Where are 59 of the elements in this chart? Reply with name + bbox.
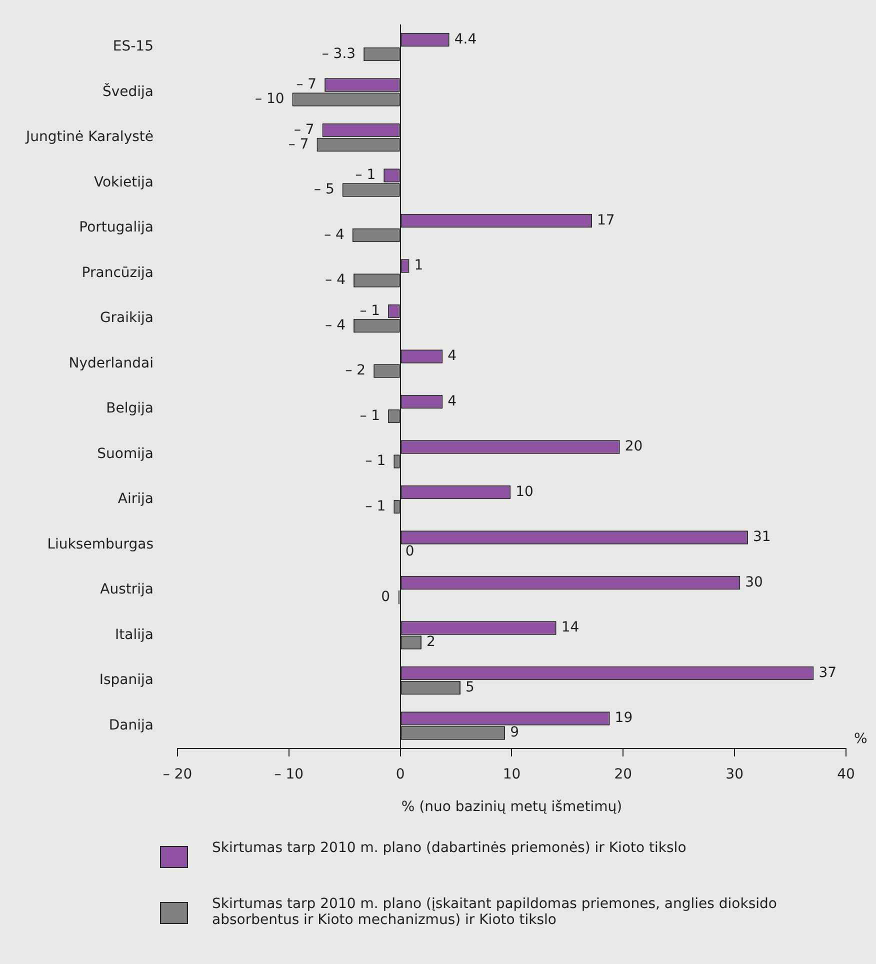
x-tick-label: 10 <box>502 766 521 782</box>
y-tick-label: Prancūzija <box>82 264 154 281</box>
data-label: 31 <box>752 529 771 546</box>
y-tick-label: Jungtinė Karalystė <box>24 129 154 146</box>
data-label: – 4 <box>325 317 346 334</box>
x-tick-label: 0 <box>396 766 405 782</box>
y-tick-label: Graikija <box>100 310 154 326</box>
data-label: 37 <box>818 664 837 681</box>
data-label: – 1 <box>360 302 380 319</box>
legend-label: Skirtumas tarp 2010 m. plano (įskaitant papildomas priemones, anglies dioksido absorbentus ir Kioto mechanizmus) ir Kioto tikslo <box>212 896 778 928</box>
data-label: 4.4 <box>454 31 477 48</box>
data-label: – 1 <box>355 167 376 184</box>
y-tick-label: Airija <box>118 491 154 508</box>
data-label: 1 <box>414 258 424 274</box>
data-label: – 1 <box>365 498 386 514</box>
data-label: – 5 <box>314 182 334 198</box>
x-tick-label: 40 <box>837 766 855 782</box>
data-label: 20 <box>624 438 643 455</box>
data-label: – 4 <box>325 272 346 288</box>
x-tick-label: – 10 <box>274 766 304 782</box>
y-tick-label: Suomija <box>97 446 154 462</box>
data-label: – 2 <box>345 362 366 379</box>
legend-label: Skirtumas tarp 2010 m. plano (dabartinės priemonės) ir Kioto tikslo <box>212 840 686 856</box>
y-tick-label: Belgija <box>106 400 154 417</box>
x-tick-label: – 20 <box>162 766 192 782</box>
data-label: 30 <box>745 574 763 590</box>
data-label: 19 <box>614 710 633 726</box>
data-label: 4 <box>448 348 457 364</box>
y-tick-label: Liuksemburgas <box>47 536 154 552</box>
data-label: – 10 <box>254 91 284 108</box>
y-tick-label: Portugalija <box>79 220 154 236</box>
data-label: 14 <box>561 620 580 636</box>
data-label: 4 <box>448 393 457 410</box>
data-label: – 7 <box>288 136 309 152</box>
y-tick-label: Vokietija <box>94 174 154 190</box>
data-label: 17 <box>596 212 615 228</box>
data-label: 10 <box>516 484 534 500</box>
y-tick-label: Italija <box>115 626 154 643</box>
data-label: 9 <box>510 724 519 741</box>
data-label: – 1 <box>365 453 386 470</box>
y-tick-label: Ispanija <box>99 672 154 688</box>
y-tick-label: Nyderlandai <box>68 355 154 372</box>
y-tick-label: Danija <box>108 717 154 734</box>
x-tick-label: 30 <box>726 766 744 782</box>
y-tick-label: Švedija <box>102 82 154 100</box>
data-label: – 7 <box>294 122 314 138</box>
data-label: – 3.3 <box>322 46 356 62</box>
x-tick-label: 20 <box>614 766 632 782</box>
data-label: – 4 <box>324 226 345 243</box>
data-label: – 1 <box>360 408 380 424</box>
text: % <box>854 731 868 748</box>
x-axis-title: % (nuo bazinių metų išmetimų) <box>401 799 622 816</box>
data-label: 0 <box>405 544 414 560</box>
y-tick-label: Austrija <box>100 582 154 598</box>
data-label: 5 <box>465 679 474 696</box>
data-label: 2 <box>426 634 436 650</box>
y-tick-label: ES-15 <box>112 38 154 55</box>
data-label: 0 <box>381 588 390 605</box>
data-label: – 7 <box>296 76 317 93</box>
